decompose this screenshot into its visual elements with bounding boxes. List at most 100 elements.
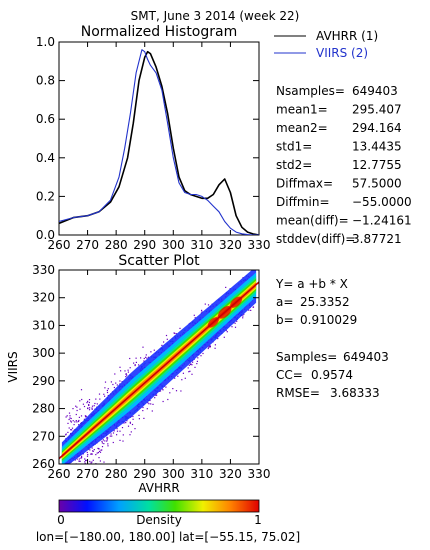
scatter-outlier-point bbox=[79, 460, 81, 462]
scatter-outlier-point bbox=[107, 388, 109, 390]
stat-label: mean1= bbox=[276, 103, 328, 117]
scatter-outlier-point bbox=[187, 367, 189, 369]
scatter-outlier-point bbox=[99, 451, 102, 453]
scatter-outlier-point bbox=[78, 416, 80, 418]
scatter-outlier-point bbox=[129, 367, 131, 369]
scatter-outlier-point bbox=[145, 356, 147, 358]
scatter-outlier-point bbox=[217, 338, 219, 340]
scatter-y-tick-label: 320 bbox=[32, 291, 55, 305]
stat-label: mean2= bbox=[276, 121, 328, 135]
scatter-outlier-point bbox=[130, 431, 132, 433]
scatter-outlier-point bbox=[201, 309, 203, 311]
rmse-label: RMSE= bbox=[276, 386, 320, 400]
scatter-y-tick-label: 270 bbox=[32, 429, 55, 443]
scatter-outlier-point bbox=[115, 382, 117, 384]
scatter-outlier-point bbox=[106, 439, 108, 441]
scatter-outlier-point bbox=[165, 334, 168, 337]
scatter-outlier-point bbox=[95, 454, 97, 456]
scatter-outlier-point bbox=[106, 437, 108, 439]
histogram-y-tick-label: 0.2 bbox=[36, 189, 55, 203]
scatter-outlier-point bbox=[145, 354, 147, 356]
scatter-outlier-point bbox=[162, 389, 164, 391]
scatter-outlier-point bbox=[116, 434, 118, 436]
scatter-outlier-point bbox=[81, 455, 83, 457]
scatter-outlier-point bbox=[91, 447, 93, 449]
scatter-plot-frame bbox=[58, 269, 260, 465]
scatter-outlier-point bbox=[106, 391, 109, 394]
stat-label: stddev(diff)= bbox=[276, 232, 355, 246]
scatter-outlier-point bbox=[148, 403, 150, 405]
scatter-outlier-point bbox=[90, 453, 92, 455]
scatter-outlier-point bbox=[151, 410, 153, 412]
scatter-outlier-point bbox=[70, 429, 72, 431]
scatter-outlier-point bbox=[73, 424, 75, 426]
scatter-outlier-point bbox=[143, 417, 145, 419]
scatter-x-tick-label: 330 bbox=[248, 467, 271, 481]
scatter-outlier-point bbox=[152, 403, 154, 405]
scatter-outlier-point bbox=[79, 400, 81, 402]
scatter-outlier-point bbox=[107, 443, 109, 445]
scatter-outlier-point bbox=[104, 395, 106, 397]
histogram-x-tick-label: 330 bbox=[248, 238, 271, 252]
cc-value: 0.9574 bbox=[311, 368, 353, 382]
scatter-outlier-point bbox=[142, 406, 144, 409]
scatter-outlier-point bbox=[209, 345, 211, 347]
scatter-outlier-point bbox=[123, 422, 125, 424]
legend-label-viirs: VIIRS (2) bbox=[316, 46, 368, 60]
scatter-outlier-point bbox=[116, 430, 119, 432]
scatter-outlier-point bbox=[80, 457, 82, 459]
scatter-outlier-point bbox=[67, 431, 69, 433]
scatter-outlier-point bbox=[104, 381, 107, 383]
scatter-outlier-point bbox=[99, 460, 101, 462]
scatter-outlier-point bbox=[184, 377, 186, 379]
scatter-outlier-point bbox=[112, 432, 115, 434]
scatter-outlier-point bbox=[112, 383, 114, 386]
scatter-outlier-point bbox=[70, 420, 72, 422]
histogram-y-tick-label: 0.8 bbox=[36, 74, 55, 88]
scatter-title: Scatter Plot bbox=[118, 253, 200, 269]
scatter-outlier-point bbox=[97, 452, 99, 454]
stat-value: 649403 bbox=[352, 84, 398, 98]
scatter-x-axis-label: AVHRR bbox=[138, 481, 179, 495]
scatter-y-tick-label: 300 bbox=[32, 346, 55, 360]
scatter-outlier-point bbox=[99, 398, 101, 400]
stat-label: Nsamples= bbox=[276, 84, 345, 98]
histogram-x-tick-label: 290 bbox=[133, 238, 156, 252]
scatter-outlier-point bbox=[208, 346, 210, 348]
scatter-outlier-point bbox=[122, 440, 124, 442]
samples-value: 649403 bbox=[343, 350, 389, 364]
scatter-density bbox=[59, 270, 259, 464]
scatter-outlier-point bbox=[111, 435, 113, 437]
scatter-outlier-point bbox=[225, 329, 227, 331]
scatter-outlier-point bbox=[101, 446, 104, 448]
scatter-outlier-point bbox=[92, 450, 94, 452]
scatter-outlier-point bbox=[98, 450, 101, 452]
scatter-outlier-point bbox=[169, 392, 171, 394]
histogram-legend: AVHRR (1) VIIRS (2) bbox=[274, 29, 378, 60]
histogram-series bbox=[59, 49, 259, 235]
scatter-y-axis-label: VIIRS bbox=[6, 351, 20, 382]
scatter-outlier-point bbox=[68, 412, 71, 414]
scatter-x-tick-label: 280 bbox=[105, 467, 128, 481]
scatter-outlier-point bbox=[84, 462, 86, 464]
scatter-outlier-point bbox=[202, 352, 204, 355]
scatter-outlier-point bbox=[190, 363, 192, 365]
scatter-outlier-point bbox=[147, 356, 150, 358]
scatter-outlier-point bbox=[159, 390, 162, 392]
scatter-outlier-point bbox=[120, 370, 122, 372]
scatter-outlier-point bbox=[86, 451, 88, 454]
scatter-outlier-point bbox=[65, 416, 67, 418]
scatter-outlier-point bbox=[135, 361, 137, 363]
scatter-outlier-point bbox=[127, 425, 130, 427]
scatter-outlier-point bbox=[110, 381, 112, 383]
colorbar-title: Density bbox=[136, 513, 182, 527]
scatter-outlier-point bbox=[75, 420, 77, 422]
scatter-outlier-point bbox=[174, 377, 176, 379]
scatter-outlier-point bbox=[166, 338, 168, 340]
scatter-x-tick-label: 310 bbox=[190, 467, 213, 481]
scatter-outlier-point bbox=[223, 336, 225, 338]
scatter-outlier-point bbox=[242, 317, 244, 319]
scatter-outlier-point bbox=[163, 341, 165, 343]
regression-line bbox=[59, 281, 259, 460]
scatter-outlier-point bbox=[91, 407, 93, 409]
